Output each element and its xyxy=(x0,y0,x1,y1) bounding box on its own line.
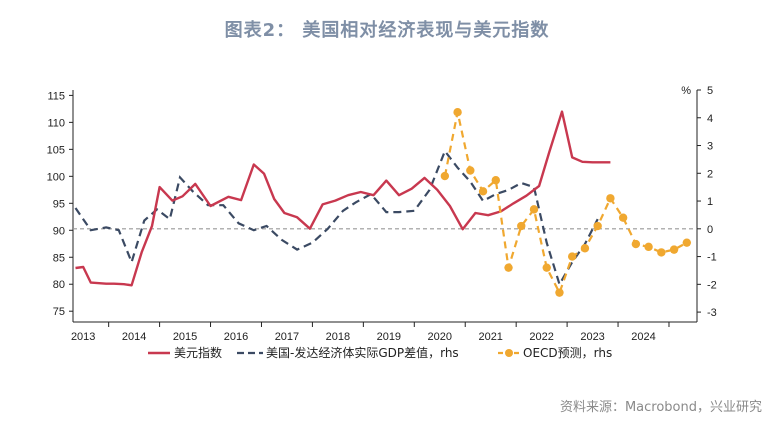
left-tick-label: 100 xyxy=(47,171,65,183)
left-tick-label: 90 xyxy=(53,225,65,237)
right-tick-label: 1 xyxy=(707,196,713,208)
oecd-forecast-point xyxy=(478,187,488,196)
usd-index-series-line xyxy=(75,110,611,287)
legend-usd-label: 美元指数 xyxy=(174,345,222,360)
x-tick-label: 2017 xyxy=(275,331,299,343)
oecd-forecast-point xyxy=(453,108,462,117)
x-tick-label: 2021 xyxy=(478,331,502,343)
left-tick-label: 80 xyxy=(53,279,65,291)
legend-gdp-label: 美国-发达经济体实际GDP差值，rhs xyxy=(266,345,459,360)
oecd-forecast-point xyxy=(491,176,500,185)
gdp-diff-series-line xyxy=(74,148,599,288)
oecd-forecast-point xyxy=(555,288,564,297)
right-axis-unit: % xyxy=(681,85,691,97)
oecd-forecast-point xyxy=(568,252,577,261)
left-tick-label: 115 xyxy=(47,90,65,102)
right-tick-label: 0 xyxy=(707,224,713,236)
oecd-forecast-point xyxy=(669,245,679,254)
x-tick-label: 2018 xyxy=(326,331,350,343)
left-tick-label: 95 xyxy=(53,198,65,210)
right-tick-label: 2 xyxy=(707,168,713,180)
oecd-forecast-point xyxy=(529,205,539,214)
oecd-forecast-point xyxy=(644,242,653,252)
oecd-forecast-point xyxy=(606,194,615,203)
chart-title: 图表2： 美国相对经济表现与美元指数 xyxy=(224,20,550,41)
x-tick-label: 2015 xyxy=(173,331,197,343)
x-tick-label: 2022 xyxy=(529,331,553,343)
left-tick-label: 75 xyxy=(53,306,65,318)
oecd-forecast-point xyxy=(466,166,475,175)
x-tick-label: 2023 xyxy=(580,331,604,343)
x-tick-label: 2013 xyxy=(71,331,95,343)
x-tick-label: 2024 xyxy=(631,331,655,343)
left-tick-label: 110 xyxy=(47,117,65,129)
oecd-forecast-point xyxy=(618,213,628,222)
oecd-forecast-point xyxy=(631,239,641,249)
oecd-forecast-point xyxy=(657,248,666,257)
right-tick-label: -1 xyxy=(707,252,717,264)
oecd-forecast-point xyxy=(440,171,450,181)
oecd-forecast-point xyxy=(580,244,590,253)
source-note: 资料来源：Macrobond，兴业研究 xyxy=(559,400,762,415)
oecd-forecast-series-line xyxy=(443,111,688,296)
x-tick-label: 2016 xyxy=(224,331,248,343)
x-tick-label: 2014 xyxy=(122,331,146,343)
x-tick-label: 2019 xyxy=(377,331,401,343)
oecd-forecast-point xyxy=(542,263,551,272)
right-tick-label: 5 xyxy=(707,85,713,97)
right-tick-label: 4 xyxy=(707,113,713,125)
oecd-forecast-point xyxy=(517,221,526,231)
left-tick-label: 105 xyxy=(47,144,65,156)
x-tick-label: 2020 xyxy=(428,331,452,343)
legend-oecd-marker xyxy=(505,349,513,357)
oecd-forecast-point xyxy=(504,263,513,272)
oecd-forecast-point xyxy=(593,221,602,231)
left-tick-label: 85 xyxy=(53,252,65,264)
legend-oecd-label: OECD预测，rhs xyxy=(523,346,612,360)
right-tick-label: -3 xyxy=(707,307,717,319)
right-tick-label: 3 xyxy=(707,141,713,153)
right-tick-label: -2 xyxy=(707,279,717,291)
oecd-forecast-point xyxy=(682,238,692,247)
